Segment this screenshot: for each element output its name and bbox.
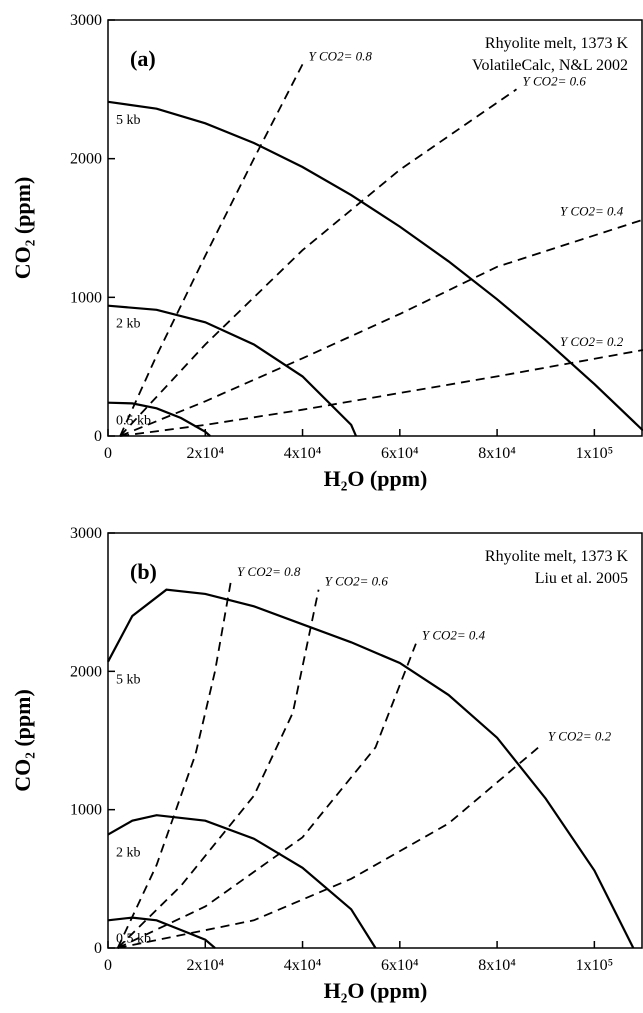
- y-axis-label: CO₂ (ppm): [10, 689, 35, 792]
- x-axis-label: H₂O (ppm): [324, 466, 428, 491]
- y-tick-label: 0: [94, 940, 102, 957]
- y-axis-label: CO₂ (ppm): [10, 177, 35, 280]
- isobar-line: [107, 588, 635, 949]
- isopleth-label: Y CO2= 0.4: [560, 204, 624, 219]
- isobar-label: 0.5 kb: [116, 931, 151, 946]
- y-tick-label: 0: [94, 428, 102, 445]
- isobar-line: [107, 100, 643, 432]
- x-tick-label: 2x10⁴: [186, 957, 224, 974]
- isopleth-line: [119, 218, 643, 437]
- x-tick-label: 1x10⁵: [576, 445, 614, 462]
- annotation: Rhyolite melt, 1373 K: [485, 548, 629, 565]
- isopleth-label: Y CO2= 0.8: [309, 48, 373, 63]
- isobar-line: [107, 916, 216, 949]
- isobar-line: [107, 814, 377, 949]
- isobar-label: 2 kb: [116, 317, 141, 332]
- isopleth-line: [117, 643, 417, 949]
- x-tick-label: 4x10⁴: [284, 957, 322, 974]
- panel-label: (b): [130, 559, 157, 584]
- isobar-line: [107, 401, 211, 437]
- x-tick-label: 4x10⁴: [284, 445, 322, 462]
- isobar-label: 5 kb: [116, 113, 141, 128]
- isopleth-line: [116, 579, 232, 949]
- isobar-label: 5 kb: [116, 673, 141, 688]
- x-tick-label: 6x10⁴: [381, 957, 419, 974]
- y-tick-label: 2000: [70, 663, 102, 680]
- isopleth-label: Y CO2= 0.2: [548, 729, 612, 744]
- x-axis-label: H₂O (ppm): [324, 978, 428, 1003]
- y-tick-label: 3000: [70, 12, 102, 29]
- isopleth-line: [119, 63, 304, 437]
- isobar-label: 2 kb: [116, 846, 141, 861]
- isopleth-label: Y CO2= 0.6: [523, 73, 587, 88]
- isobar-line: [107, 304, 358, 437]
- x-tick-label: 8x10⁴: [478, 957, 516, 974]
- x-tick-label: 0: [104, 445, 112, 462]
- x-tick-label: 8x10⁴: [478, 445, 516, 462]
- plot-frame: [107, 19, 643, 437]
- y-tick-label: 1000: [70, 802, 102, 819]
- isopleth-line: [120, 349, 643, 437]
- isopleth-label: Y CO2= 0.2: [560, 334, 624, 349]
- y-tick-label: 2000: [70, 151, 102, 168]
- isopleth-label: Y CO2= 0.8: [237, 564, 301, 579]
- isopleth-label: Y CO2= 0.4: [422, 628, 486, 643]
- y-tick-label: 1000: [70, 289, 102, 306]
- isopleth-line: [117, 589, 320, 949]
- annotation: Rhyolite melt, 1373 K: [485, 35, 629, 52]
- isopleth-line: [117, 743, 543, 949]
- x-tick-label: 0: [104, 957, 112, 974]
- isopleth-label: Y CO2= 0.6: [325, 574, 389, 589]
- annotation: Liu et al. 2005: [535, 570, 628, 587]
- x-tick-label: 2x10⁴: [186, 445, 224, 462]
- isopleth-line: [119, 88, 518, 437]
- x-tick-label: 6x10⁴: [381, 445, 419, 462]
- panel-label: (a): [130, 46, 156, 71]
- y-tick-label: 3000: [70, 525, 102, 542]
- x-tick-label: 1x10⁵: [576, 957, 614, 974]
- annotation: VolatileCalc, N&L 2002: [472, 57, 628, 74]
